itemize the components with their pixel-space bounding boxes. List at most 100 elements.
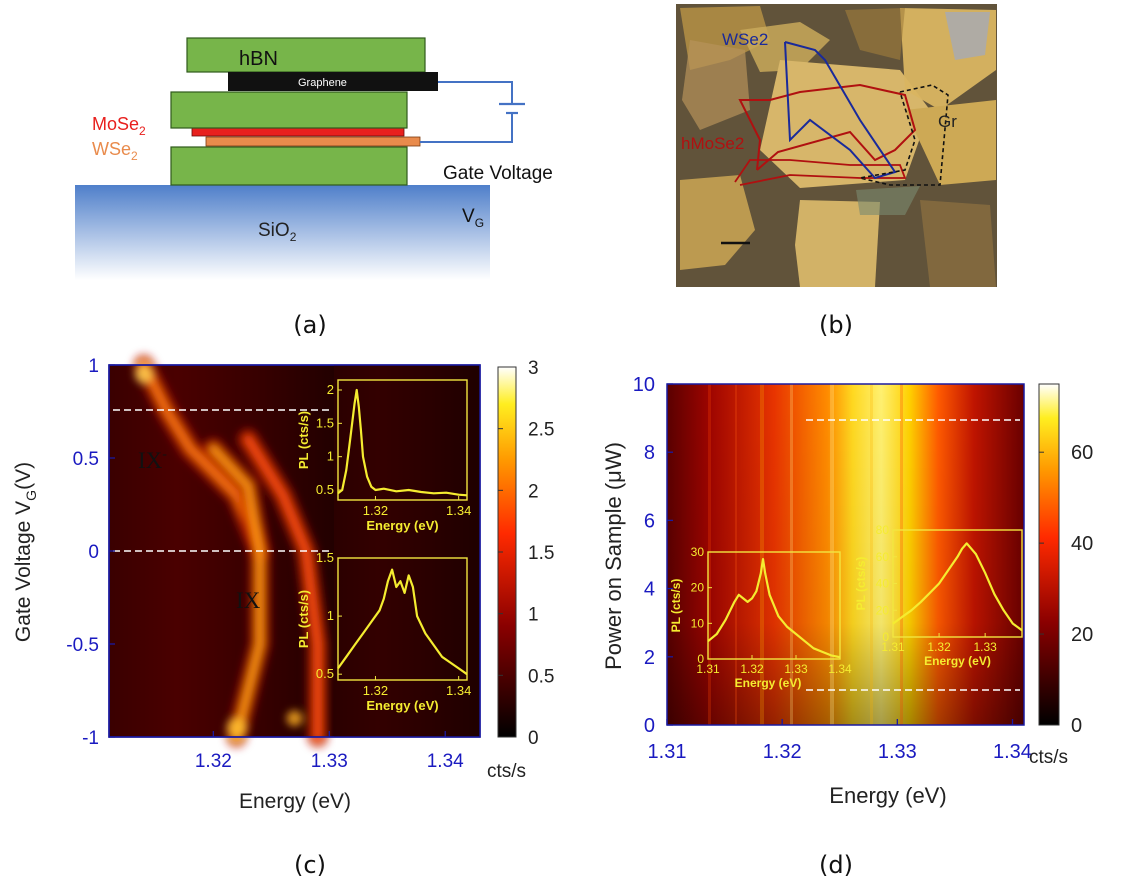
- inset-frame: [337, 379, 468, 501]
- c-cbar-tick-label: 0.5: [528, 666, 554, 687]
- inset-ytick-label: 1.5: [316, 415, 334, 430]
- inset-curve: [337, 388, 468, 497]
- d-colorbar: [1038, 383, 1060, 726]
- inset-xtick-label: 1.34: [446, 503, 471, 518]
- c-colorbar-ticks: 3 2.5 2 1.5 1 0.5 0: [498, 358, 554, 749]
- c-colorbar-unit: cts/s: [487, 761, 526, 782]
- d-yaxis: 10 8 6 4 2 0: [633, 374, 673, 737]
- inset-ytick-label: 20: [876, 603, 890, 617]
- d-xaxis: 1.31 1.32 1.33 1.34: [648, 719, 1032, 763]
- d-colorbar-ticks: 60 40 20 0: [1039, 442, 1093, 737]
- d-cbar-tick-label: 0: [1071, 715, 1082, 737]
- d-ytick-label: 8: [644, 442, 655, 464]
- c-xtick-label: 1.34: [427, 751, 464, 772]
- hbn-label: hBN: [239, 48, 278, 70]
- inset-xtick-label: 1.32: [740, 662, 764, 676]
- graphene-layer: [228, 72, 438, 91]
- inset-curve: [892, 542, 1023, 632]
- mose2-outline: [738, 83, 917, 171]
- c-cbar-tick-label: 3: [528, 358, 539, 379]
- c-xtick-label: 1.33: [311, 751, 348, 772]
- d-ytick-label: 4: [644, 579, 655, 601]
- inset-ylabel: PL (cts/s): [669, 579, 683, 633]
- c-xlabel: Energy (eV): [239, 790, 351, 813]
- c-ytick-label: 0.5: [73, 449, 99, 470]
- c-cbar-tick-label: 1: [528, 605, 539, 626]
- d-cbar-tick-label: 60: [1071, 442, 1093, 464]
- caption-c: (c): [294, 851, 326, 879]
- inset-ytick-label: 20: [691, 581, 705, 595]
- c-cbar-tick-label: 2.5: [528, 420, 554, 441]
- c-bright-spot: [286, 710, 303, 727]
- caption-d: (d): [819, 851, 853, 879]
- inset-ylabel: PL (cts/s): [854, 557, 868, 611]
- d-xtick-label: 1.32: [763, 741, 802, 763]
- panel-a: SiO2 hBN Graphene MoSe2 WSe2 Gate Voltag…: [75, 37, 553, 339]
- wse2-layer: [205, 136, 421, 147]
- hmose2-flake-label: hMoSe2: [681, 134, 744, 153]
- panel-b: WSe2 hMoSe2 Gr (b): [676, 4, 997, 339]
- hbn-middle-layer: [170, 91, 408, 129]
- d-ytick-label: 10: [633, 374, 655, 396]
- wse2-outline: [784, 41, 897, 180]
- d-ytick-label: 0: [644, 715, 655, 737]
- panel-c: 1 0.5 0 -0.5 -1 1.32 1.33 1.34 Gate Voltage VG…: [12, 354, 554, 879]
- inset-ytick-label: 0: [882, 630, 889, 644]
- c-cbar-tick-label: 1.5: [528, 543, 554, 564]
- inset-xtick-label: 1.32: [363, 683, 388, 698]
- caption-a: (a): [293, 311, 326, 339]
- inset-xtick-label: 1.33: [973, 640, 997, 654]
- gr-flake-label: Gr: [938, 112, 957, 131]
- inset-ytick-label: 40: [876, 577, 890, 591]
- graphene-outline: [859, 84, 949, 186]
- gate-voltage-label: Gate Voltage: [443, 163, 553, 184]
- c-ytick-label: 1: [88, 356, 99, 377]
- d-cbar-tick-label: 20: [1071, 624, 1093, 646]
- d-ytick-label: 6: [644, 510, 655, 532]
- inset-ytick-label: 30: [691, 545, 705, 559]
- c-xtick-label: 1.32: [195, 751, 232, 772]
- inset-frame: [707, 551, 841, 660]
- inset-ylabel: PL (cts/s): [296, 411, 311, 469]
- inset-ytick-label: 1.5: [316, 550, 334, 565]
- inset-ylabel: PL (cts/s): [296, 590, 311, 648]
- sio2-substrate: [75, 185, 490, 280]
- inset-ytick-label: 2: [327, 382, 334, 397]
- d-ylabel: Power on Sample (μW): [601, 442, 626, 670]
- inset-xtick-label: 1.32: [363, 503, 388, 518]
- caption-b: (b): [819, 311, 853, 339]
- hbn-top-layer: [186, 37, 426, 73]
- inset-curve: [337, 568, 468, 676]
- c-bright-spot: [226, 717, 247, 738]
- inset-xtick-label: 1.34: [828, 662, 852, 676]
- inset-xtick-label: 1.32: [927, 640, 951, 654]
- d-xlabel: Energy (eV): [829, 783, 946, 808]
- wse2-label: WSe2: [92, 139, 138, 163]
- inset-ytick-label: 1: [327, 608, 334, 623]
- inset-ytick-label: 0.5: [316, 666, 334, 681]
- wse2-flake-label: WSe2: [722, 30, 768, 49]
- d-xtick-label: 1.33: [878, 741, 917, 763]
- inset-xtick-label: 1.31: [696, 662, 720, 676]
- d-colorbar-unit: cts/s: [1029, 747, 1068, 768]
- heatmap-c: [109, 354, 334, 748]
- hbn-bottom-layer: [170, 146, 408, 186]
- inset-xtick-label: 1.34: [446, 683, 471, 698]
- c-ytick-label: 0: [88, 542, 99, 563]
- inset-xlabel: Energy (eV): [366, 518, 438, 533]
- c-cbar-tick-label: 0: [528, 728, 539, 749]
- c-inset-top: 2 1.5 1 0.5 1.32 1.34 Energy (eV) PL (cts/s): [296, 379, 471, 533]
- inset-xlabel: Energy (eV): [735, 676, 802, 690]
- c-ylabel: Gate Voltage VG(V): [12, 462, 39, 642]
- d-xtick-label: 1.34: [993, 741, 1032, 763]
- gate-wire-top: [438, 81, 513, 104]
- d-inset-left: 30 20 10 01.31 1.32 1.33 1.34 Energy (eV) PL (ct…: [669, 545, 852, 690]
- mose2-layer: [191, 127, 405, 137]
- mose2-label: MoSe2: [92, 114, 146, 138]
- c-xaxis: 1.32 1.33 1.34: [195, 731, 464, 772]
- ix-minus-label: IX-: [138, 447, 167, 473]
- inset-curve: [707, 557, 841, 659]
- gate-wire-bottom: [420, 113, 513, 143]
